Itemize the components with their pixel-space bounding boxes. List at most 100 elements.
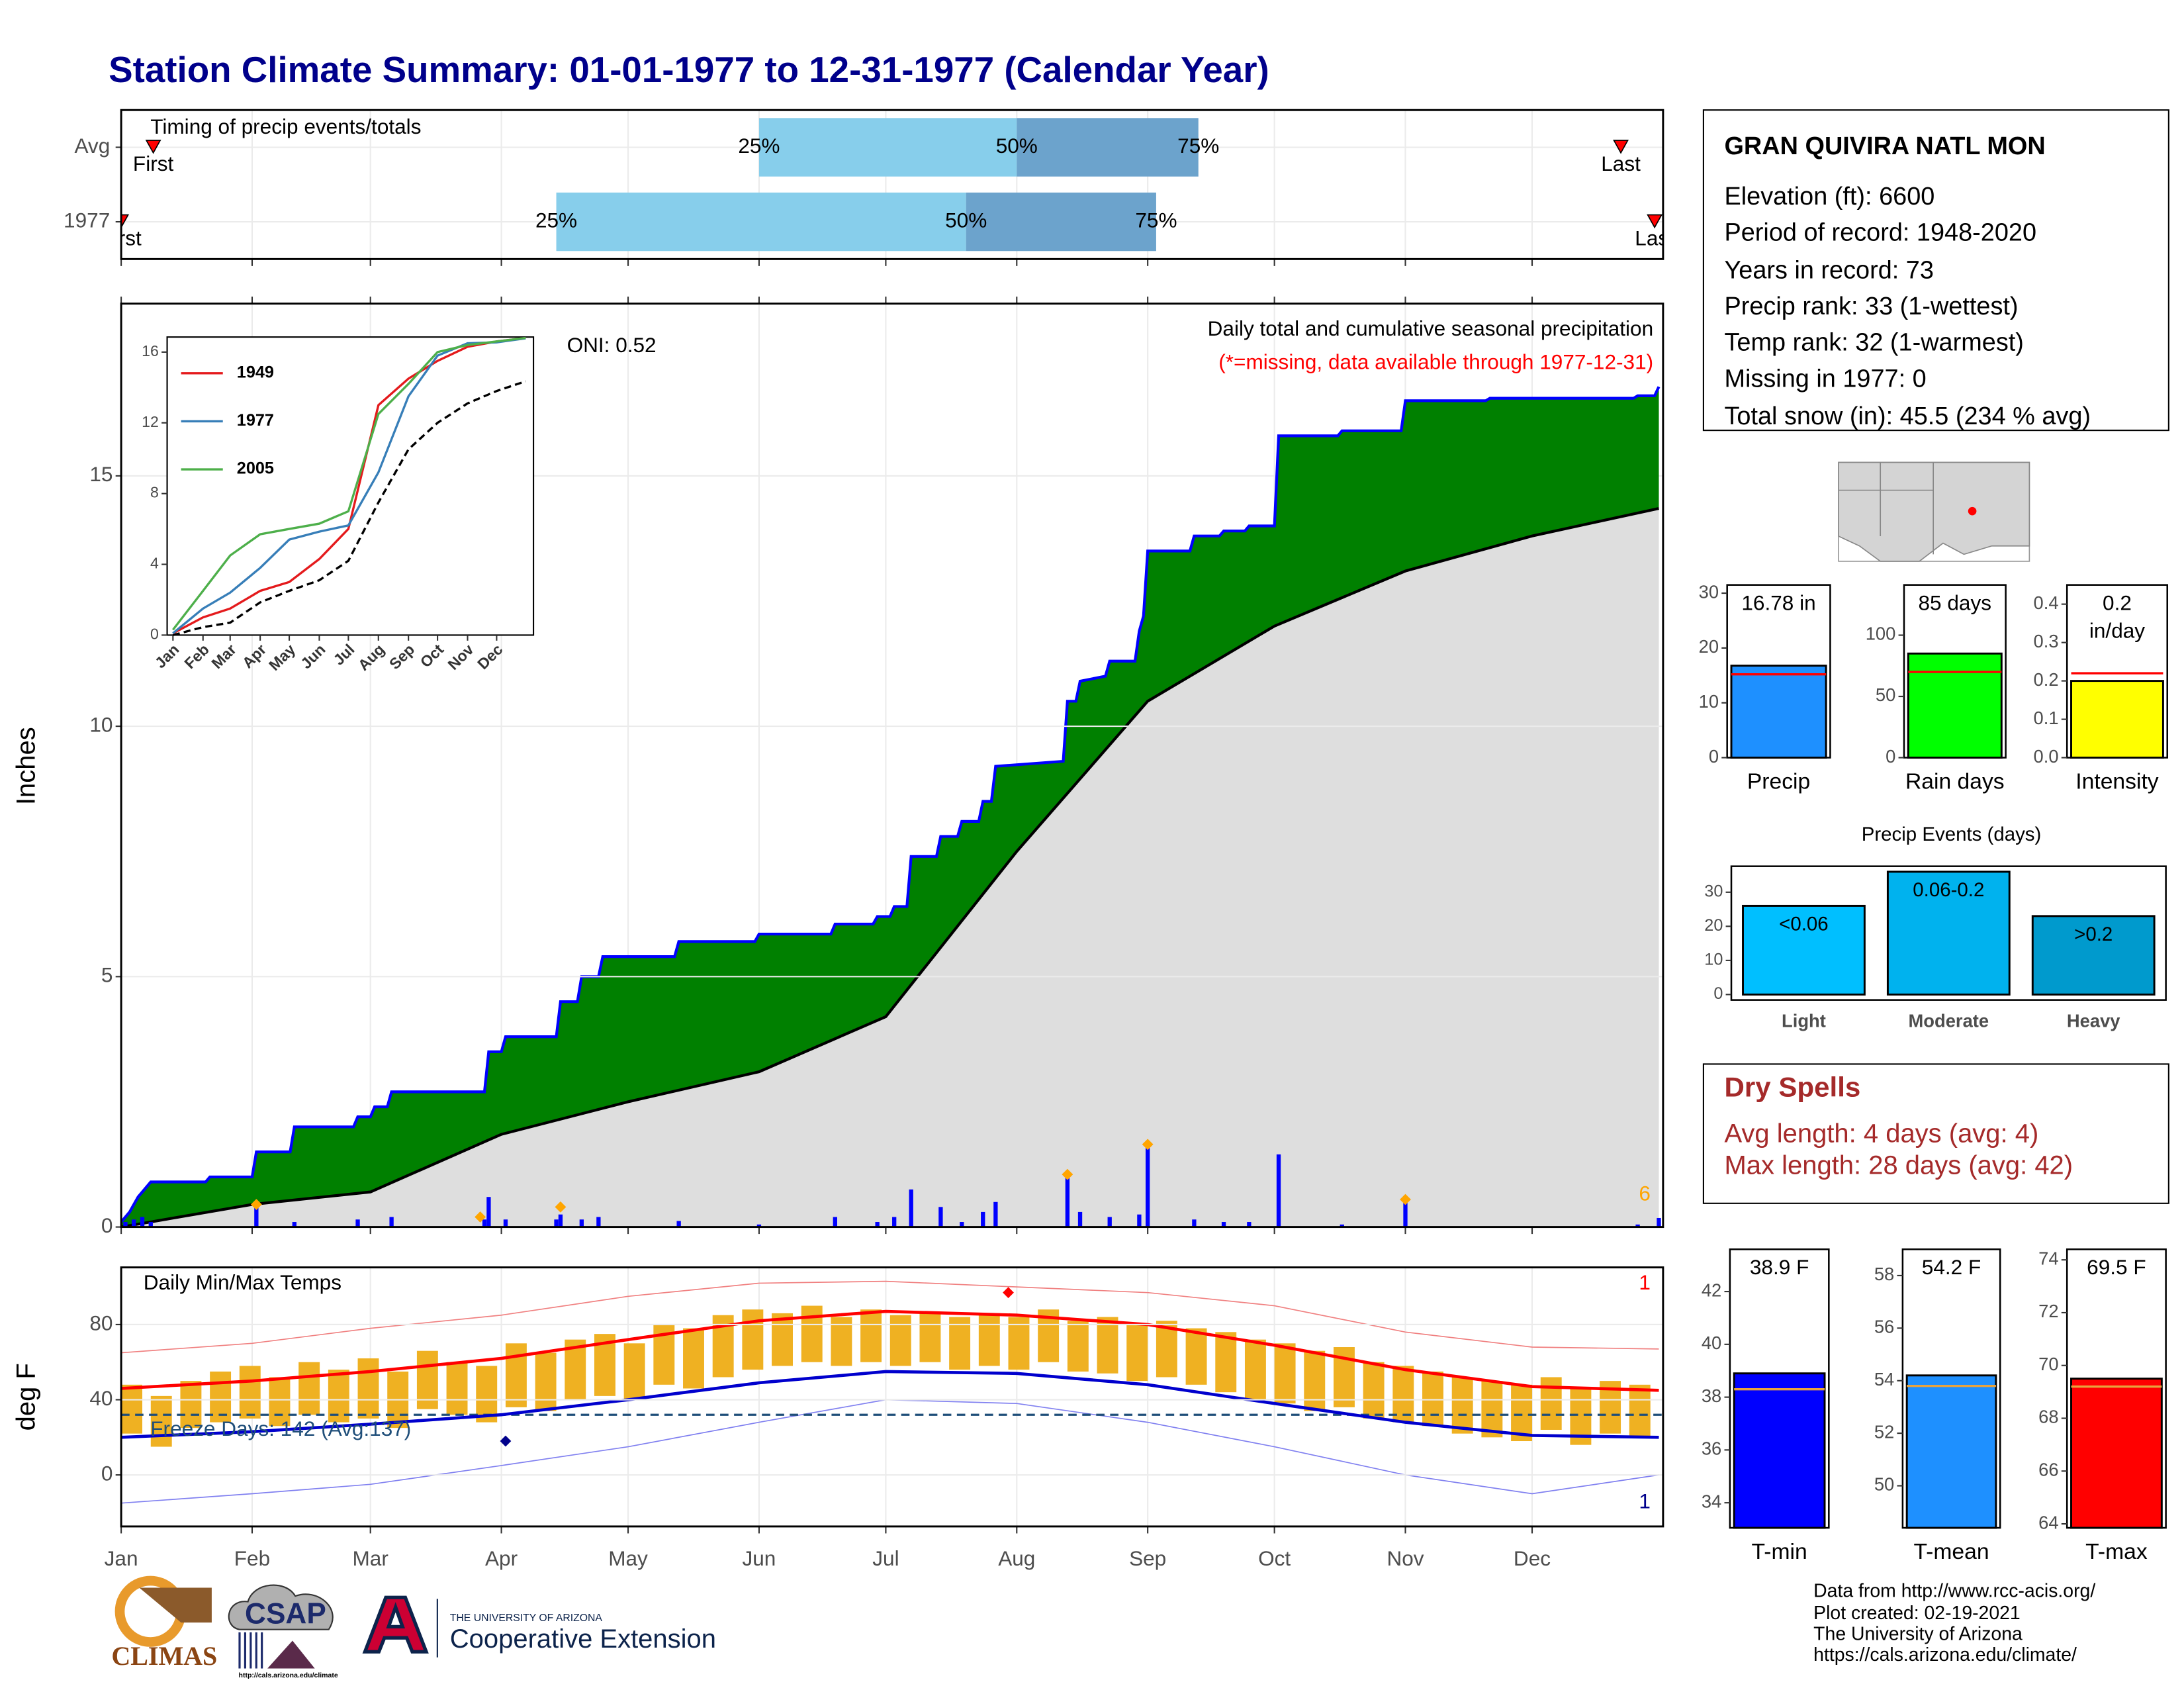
- x-axis-label: T-mean: [1913, 1540, 1989, 1564]
- bar: [1742, 904, 1866, 996]
- temp-bar: [1629, 1384, 1651, 1438]
- daily-bar: [1247, 1222, 1251, 1227]
- average-area: [121, 508, 1659, 1227]
- daily-bar: [389, 1217, 394, 1227]
- daily-bar: [1657, 1217, 1661, 1227]
- x-tick-label: Jul: [872, 1546, 899, 1570]
- csap-bars: [238, 1632, 263, 1669]
- y-tick-label: 50: [1876, 684, 1895, 705]
- temp-bar: [1126, 1324, 1148, 1382]
- temp-bar: [889, 1315, 911, 1366]
- y-tick-label: 64: [2038, 1512, 2058, 1532]
- value-label-box: 38.9 F: [1750, 1256, 1809, 1280]
- temp-bar: [772, 1313, 793, 1366]
- temp-bar: [1392, 1366, 1414, 1423]
- ua-text: THE UNIVERSITY OF ARIZONA: [450, 1613, 603, 1624]
- locator-map: [1838, 461, 2030, 562]
- record-marker: [1062, 1168, 1073, 1180]
- y-tick-label: 50: [1874, 1474, 1894, 1495]
- daily-bar: [558, 1214, 563, 1227]
- y-tick-label: 8: [150, 484, 159, 501]
- temp-bar: [1451, 1377, 1473, 1434]
- value-label-box: 85 days: [1918, 592, 1992, 616]
- timing-label: 50%: [996, 134, 1038, 158]
- daily-bar: [1340, 1224, 1344, 1227]
- temp-bar: [269, 1377, 291, 1427]
- y-tick-label: 16: [142, 342, 159, 359]
- bar: [1733, 1372, 1826, 1529]
- daily-bar: [1137, 1214, 1142, 1227]
- timing-label: First: [133, 152, 174, 175]
- x-tick-label: Dec: [1514, 1546, 1551, 1570]
- temp-bar: [1215, 1332, 1237, 1393]
- bar: [2070, 680, 2164, 759]
- daily-bar: [254, 1204, 259, 1227]
- daily-bar: [292, 1222, 296, 1227]
- csap-mountain: [267, 1640, 315, 1669]
- csap-url: http://cals.arizona.edu/climate: [239, 1671, 338, 1679]
- station-line: Period of record: 1948-2020: [1724, 218, 2036, 246]
- panel-title: Daily Min/Max Temps: [144, 1270, 341, 1294]
- temp-bar: [446, 1362, 468, 1415]
- temp-bar: [742, 1309, 764, 1370]
- x-tick-label: May: [608, 1546, 648, 1570]
- daily-bar: [579, 1219, 584, 1227]
- bar: [1905, 1374, 1997, 1529]
- x-tick-label: Light: [1782, 1011, 1826, 1031]
- station-line: Total snow (in): 45.5 (234 % avg): [1724, 402, 2091, 430]
- timing-label: 25%: [535, 208, 577, 232]
- daily-bar: [993, 1201, 998, 1227]
- daily-bar: [1065, 1176, 1070, 1227]
- value-label: 0.2 in/day: [2089, 592, 2146, 644]
- value-label-box: 16.78 in: [1741, 592, 1815, 616]
- timing-frame: [120, 109, 1664, 260]
- temp-bar: [801, 1305, 823, 1362]
- freeze-label: Freeze Days: 142 (Avg:137): [150, 1417, 411, 1440]
- y-axis-label: deg F: [12, 1363, 41, 1430]
- station-box: [1702, 109, 2169, 432]
- record-count: 1: [1639, 1489, 1651, 1513]
- record-marker: [1003, 1287, 1014, 1299]
- temp-bar: [860, 1309, 882, 1362]
- inset-line: [172, 337, 526, 635]
- temp-frame: [120, 1266, 1664, 1528]
- extension-text: Cooperative Extension: [450, 1624, 716, 1654]
- y-tick-label: 72: [2038, 1301, 2058, 1321]
- timing-bar: [1017, 118, 1199, 177]
- csap-text: CSAP: [245, 1597, 326, 1630]
- y-tick-label: 5: [101, 963, 113, 987]
- y-tick-label: 0: [101, 1461, 113, 1485]
- x-tick-label: Moderate: [1909, 1011, 1989, 1031]
- daily-bar: [486, 1197, 491, 1227]
- y-tick-label: 0: [1709, 746, 1719, 767]
- value-label: 54.2 F: [1921, 1256, 1981, 1280]
- ua-logo: [362, 1595, 429, 1654]
- y-tick-label: 74: [2038, 1248, 2058, 1268]
- timing-bar: [556, 192, 966, 252]
- y-tick-label: 80: [89, 1311, 113, 1335]
- temp-bar: [476, 1366, 498, 1423]
- y-tick-label: 0.1: [2034, 708, 2059, 728]
- x-tick-label: Apr: [485, 1546, 518, 1570]
- y-tick-label: 4: [150, 555, 159, 572]
- temp-bar: [357, 1358, 379, 1419]
- record-marker: [250, 1199, 262, 1210]
- temp-bar: [1244, 1339, 1266, 1400]
- annotation: ONI: 0.52: [567, 333, 657, 357]
- record-count: 6: [1639, 1182, 1651, 1205]
- climas-text: CLIMAS: [111, 1641, 217, 1671]
- temp-bar: [1481, 1381, 1503, 1438]
- value-label: 85 days: [1918, 592, 1992, 616]
- average-line: [121, 506, 1659, 1227]
- temp-bar: [919, 1313, 941, 1362]
- bar: [1886, 870, 2011, 996]
- bar: [2031, 915, 2156, 996]
- temp-bar: [505, 1343, 527, 1407]
- y-tick-label: 10: [89, 712, 113, 736]
- legend-label: 1977: [237, 411, 274, 430]
- y-tick-label: 12: [142, 413, 159, 430]
- map-land: [1838, 461, 2030, 562]
- y-tick-label: 38: [1702, 1385, 1721, 1406]
- daily-bar: [1635, 1224, 1640, 1227]
- y-tick-label: 10: [1699, 691, 1719, 712]
